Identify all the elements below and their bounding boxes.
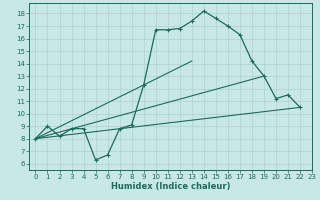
X-axis label: Humidex (Indice chaleur): Humidex (Indice chaleur) — [111, 182, 230, 191]
